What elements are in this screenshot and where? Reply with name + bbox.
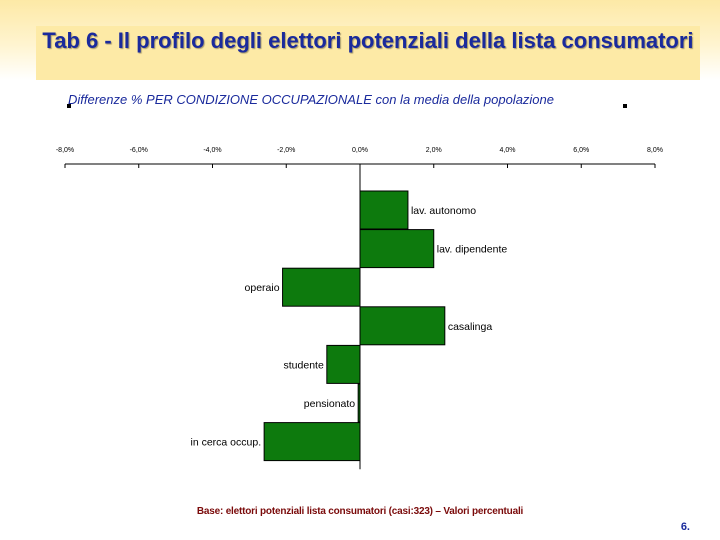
- x-tick-label: -2,0%: [277, 147, 295, 154]
- x-tick-label: -4,0%: [203, 147, 221, 154]
- bar: [326, 344, 361, 384]
- bar: [359, 306, 446, 346]
- bar: [263, 422, 361, 462]
- x-tick-label: -8,0%: [56, 147, 74, 154]
- x-tick-label: -6,0%: [130, 147, 148, 154]
- page-number: 6.: [680, 521, 690, 533]
- category-label: pensionato: [304, 398, 356, 410]
- x-tick-label: 2,0%: [426, 147, 442, 154]
- x-tick-label: 0,0%: [352, 147, 368, 154]
- bar: [359, 190, 409, 230]
- slide-title: Tab 6 - Il profilo degli elettori potenz…: [42, 28, 694, 53]
- bar: [282, 267, 361, 307]
- category-label: casalinga: [448, 321, 493, 333]
- chart-subtitle: Differenze % PER CONDIZIONE OCCUPAZIONAL…: [68, 92, 555, 107]
- category-label: lav. autonomo: [411, 205, 476, 217]
- subtitle-marker-right: [623, 104, 627, 108]
- bar: [357, 383, 361, 423]
- title-box: [36, 26, 700, 80]
- category-label: studente: [284, 359, 324, 371]
- base-note: Base: elettori potenziali lista consumat…: [196, 506, 524, 517]
- x-tick-label: 6,0%: [573, 147, 589, 154]
- category-label: operaio: [245, 282, 280, 294]
- category-label: in cerca occup.: [191, 437, 262, 449]
- x-tick-label: 4,0%: [500, 147, 516, 154]
- subtitle-marker-left: [67, 104, 71, 108]
- bar: [359, 229, 435, 269]
- x-tick-label: 8,0%: [647, 147, 663, 154]
- category-label: lav. dipendente: [437, 244, 508, 256]
